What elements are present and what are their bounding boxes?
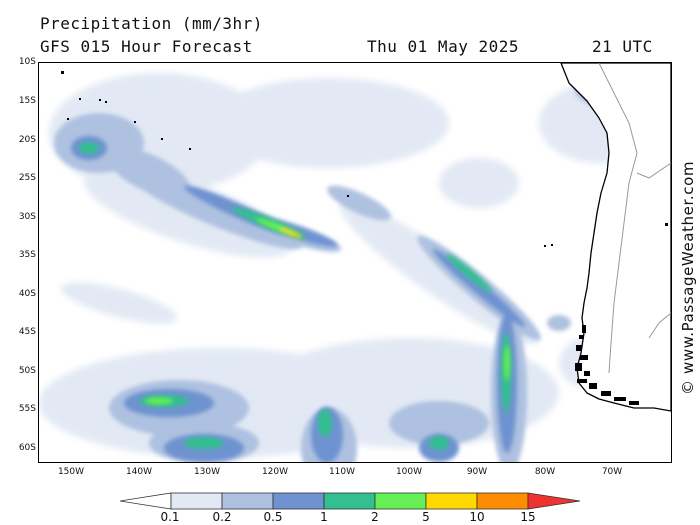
lon-label-100w: 100W: [395, 467, 423, 477]
forecast-label: GFS 015 Hour Forecast: [40, 37, 253, 56]
map-title: Precipitation (mm/3hr): [40, 14, 263, 33]
south-america-land: [560, 62, 672, 412]
legend-label-10: 10: [469, 510, 485, 524]
lat-label-55s: 55S: [18, 404, 36, 414]
lat-label-20s: 20S: [18, 135, 36, 145]
lon-label-90w: 90W: [466, 467, 488, 477]
legend-label-15: 15: [520, 510, 536, 524]
lat-label-30s: 30S: [18, 212, 36, 222]
legend-label-1: 1: [320, 510, 328, 524]
map-canvas: [39, 62, 673, 488]
scale-segment-low: [120, 492, 172, 510]
legend-label-0-2: 0.2: [212, 510, 232, 524]
lat-label-60s: 60S: [18, 443, 36, 453]
scale-segment-4: [323, 492, 376, 510]
precip-intense: [145, 218, 602, 405]
lat-label-45s: 45S: [18, 327, 36, 337]
lat-label-50s: 50S: [18, 366, 36, 376]
precipitation-map[interactable]: [38, 62, 673, 488]
lon-label-120w: 120W: [261, 467, 289, 477]
lat-label-15s: 15S: [18, 96, 36, 106]
legend-label-2: 2: [371, 510, 379, 524]
scale-segment-3: [272, 492, 325, 510]
legend-label-5: 5: [422, 510, 430, 524]
lat-label-25s: 25S: [18, 173, 36, 183]
chilean-fjords: [575, 325, 639, 405]
lon-label-140w: 140W: [125, 467, 153, 477]
pacific-islands: [61, 71, 668, 247]
watermark: © www.PassageWeather.com: [679, 160, 697, 395]
scale-segment-high: [527, 492, 581, 510]
scale-segment-6: [425, 492, 478, 510]
lon-label-130w: 130W: [193, 467, 221, 477]
scale-segment-7: [476, 492, 529, 510]
lon-label-70w: 70W: [601, 467, 623, 477]
legend-label-0-1: 0.1: [160, 510, 180, 524]
lat-label-40s: 40S: [18, 289, 36, 299]
scale-segment-1: [170, 492, 223, 510]
lat-label-10s: 10S: [18, 57, 36, 67]
scale-segment-2: [221, 492, 274, 510]
scale-segment-5: [374, 492, 427, 510]
precipitation-color-scale: [120, 492, 581, 510]
lat-label-35s: 35S: [18, 250, 36, 260]
forecast-time: 21 UTC: [592, 37, 653, 56]
forecast-date: Thu 01 May 2025: [367, 37, 519, 56]
lon-label-150w: 150W: [57, 467, 85, 477]
lon-label-110w: 110W: [328, 467, 356, 477]
legend-label-0-5: 0.5: [263, 510, 283, 524]
lon-label-80w: 80W: [534, 467, 556, 477]
